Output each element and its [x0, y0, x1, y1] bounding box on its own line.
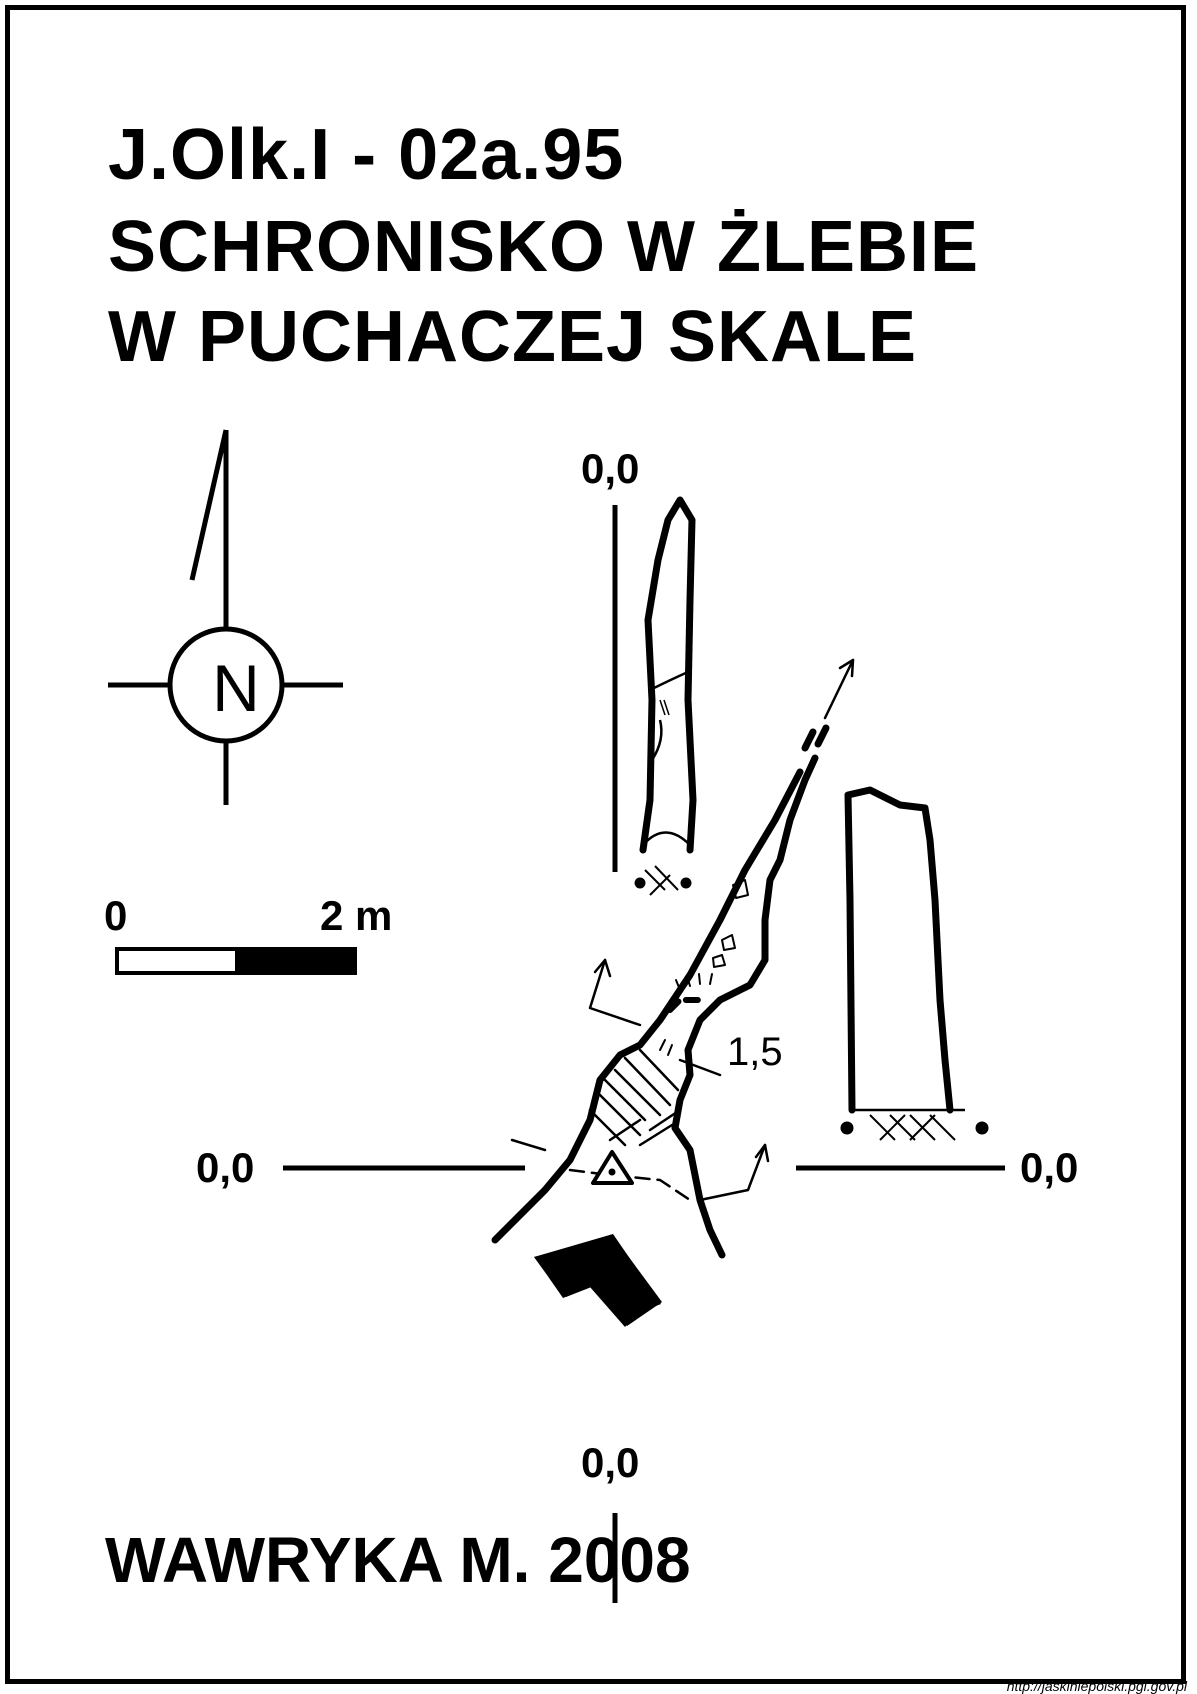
source-url[interactable]: http://jaskiniepolski.pgi.gov.pl	[1006, 1678, 1187, 1694]
cave-name-line2: W PUCHACZEJ SKALE	[108, 297, 918, 377]
left-level-label: 0,0	[196, 1144, 255, 1191]
map-frame	[5, 5, 1186, 1684]
cave-code: J.Olk.I - 02a.95	[108, 115, 625, 195]
scale-end-label: 2 m	[320, 892, 393, 939]
cave-name-line1: SCHRONISKO W ŻLEBIE	[108, 207, 980, 287]
reference-lines	[283, 505, 1005, 1603]
north-letter: N	[212, 651, 260, 725]
longitudinal-section	[634, 496, 697, 896]
scale-start-label: 0	[104, 892, 128, 939]
plan-view	[491, 658, 855, 1259]
north-arrow-icon	[108, 429, 343, 805]
depth-marker: 1,5	[727, 1030, 783, 1074]
right-level-label: 0,0	[1020, 1144, 1079, 1191]
scale-bar	[115, 947, 357, 975]
cross-section	[840, 786, 989, 1141]
bottom-level-label: 0,0	[581, 1439, 640, 1486]
author-credit: WAWRYKA M. 2008	[105, 1524, 691, 1596]
top-level-label: 0,0	[581, 445, 640, 492]
